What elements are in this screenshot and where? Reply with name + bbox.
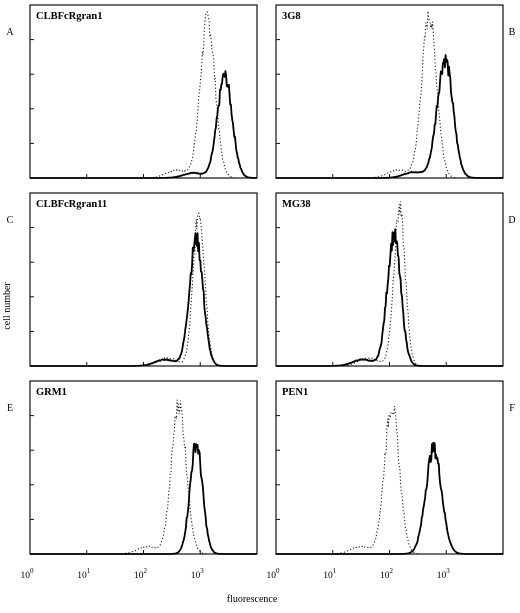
panel-frame bbox=[275, 192, 504, 367]
control-histogram-dotted bbox=[276, 201, 503, 367]
panel-d: MG38 D bbox=[275, 192, 516, 367]
stained-histogram-solid bbox=[275, 54, 503, 179]
x-tick-label: 102 bbox=[380, 567, 394, 581]
panel-title: CLBFcRgran11 bbox=[36, 199, 107, 210]
panel-letter: B bbox=[509, 27, 516, 38]
panel-frame bbox=[275, 380, 504, 555]
panel-frame bbox=[29, 4, 258, 179]
panel-title: PEN1 bbox=[282, 387, 308, 398]
panel-b: 3G8 B bbox=[275, 4, 516, 179]
control-histogram-dotted bbox=[276, 406, 503, 555]
panel-title: 3G8 bbox=[282, 11, 301, 22]
stained-histogram-solid bbox=[29, 70, 257, 179]
x-tick-label: 101 bbox=[77, 567, 91, 581]
panel-title: CLBFcRgran1 bbox=[36, 11, 103, 22]
panel-letter: F bbox=[509, 403, 515, 414]
x-tick-labels: 100 101 102 103 100 101 102 103 bbox=[21, 567, 451, 581]
x-axis-title: fluorescence bbox=[227, 594, 278, 605]
panel-letter: C bbox=[7, 215, 14, 226]
x-tick-label: 103 bbox=[191, 567, 205, 581]
x-tick-label: 100 bbox=[267, 567, 281, 581]
stained-histogram-solid bbox=[29, 442, 257, 555]
panel-title: MG38 bbox=[282, 199, 311, 210]
stained-histogram-solid bbox=[275, 228, 503, 367]
x-tick-label: 102 bbox=[134, 567, 148, 581]
panel-e: GRM1 E bbox=[7, 380, 258, 555]
control-histogram-dotted bbox=[30, 399, 257, 555]
panel-letter: A bbox=[6, 27, 14, 38]
panel-title: GRM1 bbox=[36, 387, 67, 398]
panel-a: CLBFcRgran1 A bbox=[6, 4, 258, 179]
y-axis-title: cell number bbox=[2, 282, 13, 330]
panel-frame bbox=[29, 380, 258, 555]
control-histogram-dotted bbox=[30, 212, 257, 367]
panel-letter: D bbox=[508, 215, 515, 226]
x-tick-label: 101 bbox=[323, 567, 337, 581]
panel-f: PEN1 F bbox=[275, 380, 515, 555]
panel-letter: E bbox=[7, 403, 13, 414]
x-tick-label: 100 bbox=[21, 567, 35, 581]
x-tick-label: 103 bbox=[437, 567, 451, 581]
control-histogram-dotted bbox=[30, 10, 257, 179]
panel-c: CLBFcRgran11 C bbox=[7, 192, 258, 367]
panel-grid: CLBFcRgran1 A 3G8 B CLBFcRgran11 C MG38 D GRM1 E P… bbox=[6, 4, 516, 555]
panel-frame bbox=[275, 4, 504, 179]
control-histogram-dotted bbox=[276, 10, 503, 179]
stained-histogram-solid bbox=[275, 441, 503, 555]
panel-frame bbox=[29, 192, 258, 367]
stained-histogram-solid bbox=[29, 232, 257, 367]
